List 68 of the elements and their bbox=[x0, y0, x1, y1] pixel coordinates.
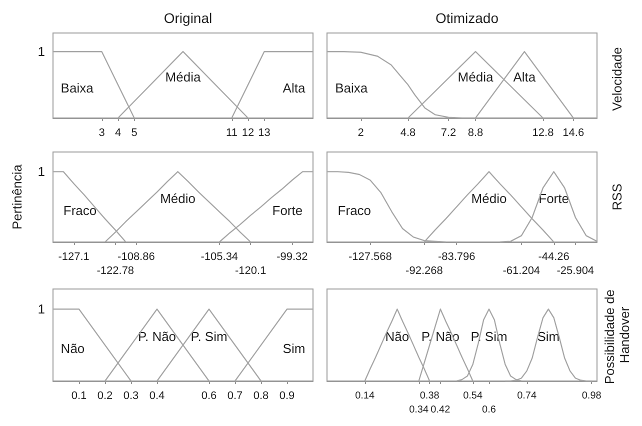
x-tick-label: -108.86 bbox=[118, 251, 155, 263]
y-axis-title: Pertinência bbox=[10, 164, 24, 230]
x-tick-label: 0.42 bbox=[430, 404, 451, 416]
series-label: Sim bbox=[282, 341, 306, 356]
x-tick-label: 0.6 bbox=[201, 390, 217, 402]
series-label: Forte bbox=[538, 190, 569, 206]
x-tick-label: 0.98 bbox=[582, 390, 602, 402]
y2-axis-title: RSS bbox=[610, 183, 624, 210]
series-label: P. Não bbox=[421, 328, 460, 344]
y2-axis-title: Velocidade bbox=[610, 47, 624, 111]
series-label: P. Sim bbox=[190, 328, 228, 344]
x-tick-label: 13 bbox=[258, 127, 270, 139]
x-tick-label: -127.568 bbox=[348, 251, 392, 263]
x-tick-label: 4 bbox=[114, 127, 122, 139]
series-label: Alta bbox=[513, 69, 536, 84]
x-tick-label: -44.26 bbox=[538, 251, 570, 263]
x-tick-label: 0.54 bbox=[463, 390, 483, 402]
series-label: Fraco bbox=[63, 202, 97, 218]
x-tick-label: 0.34 bbox=[409, 404, 429, 416]
series-label: Fraco bbox=[338, 202, 372, 218]
x-tick-label: 12 bbox=[242, 127, 254, 139]
series-label: Não bbox=[385, 328, 410, 344]
chart-title: Original bbox=[164, 10, 212, 26]
x-tick-label: 14.6 bbox=[562, 127, 584, 139]
x-tick-label: -120.1 bbox=[235, 265, 266, 277]
x-tick-label: 5 bbox=[131, 127, 138, 139]
x-tick-label: 0.6 bbox=[482, 404, 496, 416]
x-tick-label: -92.268 bbox=[406, 265, 443, 277]
text: 1 bbox=[38, 302, 45, 317]
x-tick-label: -83.796 bbox=[438, 251, 476, 263]
x-tick-label: -99.32 bbox=[276, 251, 308, 263]
x-tick-label: 0.8 bbox=[253, 390, 269, 402]
series-label: Baixa bbox=[60, 80, 94, 96]
x-tick-label: 0.38 bbox=[420, 390, 440, 402]
x-tick-label: 0.2 bbox=[97, 390, 113, 402]
x-tick-label: 3 bbox=[98, 127, 105, 139]
x-tick-label: 8.8 bbox=[468, 127, 484, 139]
series-label: Médio bbox=[160, 190, 196, 206]
series-label: Forte bbox=[272, 202, 303, 218]
x-tick-label: 0.1 bbox=[71, 390, 87, 402]
x-tick-label: 11 bbox=[226, 127, 238, 139]
x-tick-label: -25.904 bbox=[556, 265, 594, 277]
x-tick-label: -61.204 bbox=[502, 265, 540, 277]
x-tick-label: 12.8 bbox=[532, 127, 554, 139]
x-tick-label: 0.9 bbox=[279, 390, 295, 402]
series-label: Sim bbox=[537, 328, 560, 344]
x-tick-label: 4.8 bbox=[400, 127, 416, 139]
x-tick-label: -105.34 bbox=[200, 251, 238, 263]
series-label: P. Sim bbox=[470, 328, 508, 344]
series-label: Baixa bbox=[335, 80, 368, 96]
x-tick-label: 0.7 bbox=[227, 390, 243, 402]
x-tick-label: -122.78 bbox=[96, 265, 134, 277]
series-label: Média bbox=[165, 69, 202, 84]
chart-title: Otimizado bbox=[435, 10, 499, 26]
series-label: Média bbox=[458, 69, 494, 84]
text: 1 bbox=[38, 44, 45, 60]
series-label: Não bbox=[60, 341, 85, 356]
series-label: Médio bbox=[471, 190, 507, 206]
x-tick-label: 7.2 bbox=[440, 127, 456, 139]
text: Alta bbox=[282, 80, 306, 96]
x-tick-label: 0.3 bbox=[123, 390, 139, 402]
x-tick-label: -127.1 bbox=[58, 251, 90, 263]
text: 1 bbox=[38, 164, 45, 180]
x-tick-label: 0.4 bbox=[149, 390, 165, 402]
x-tick-label: 2 bbox=[358, 127, 364, 139]
x-tick-label: 0.74 bbox=[517, 390, 537, 402]
x-tick-label: 0.14 bbox=[355, 390, 375, 402]
y2-axis-title: Possibilidade de Handover bbox=[602, 286, 632, 384]
